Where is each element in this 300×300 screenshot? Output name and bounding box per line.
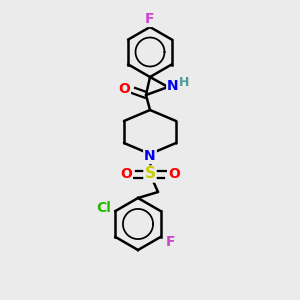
Text: N: N	[144, 149, 156, 163]
Text: O: O	[168, 167, 180, 181]
Text: H: H	[179, 76, 189, 88]
Text: N: N	[167, 79, 179, 93]
Text: F: F	[166, 235, 175, 249]
Text: S: S	[145, 167, 155, 182]
Text: F: F	[145, 12, 155, 26]
Text: O: O	[118, 82, 130, 96]
Text: O: O	[120, 167, 132, 181]
Text: Cl: Cl	[96, 201, 111, 215]
